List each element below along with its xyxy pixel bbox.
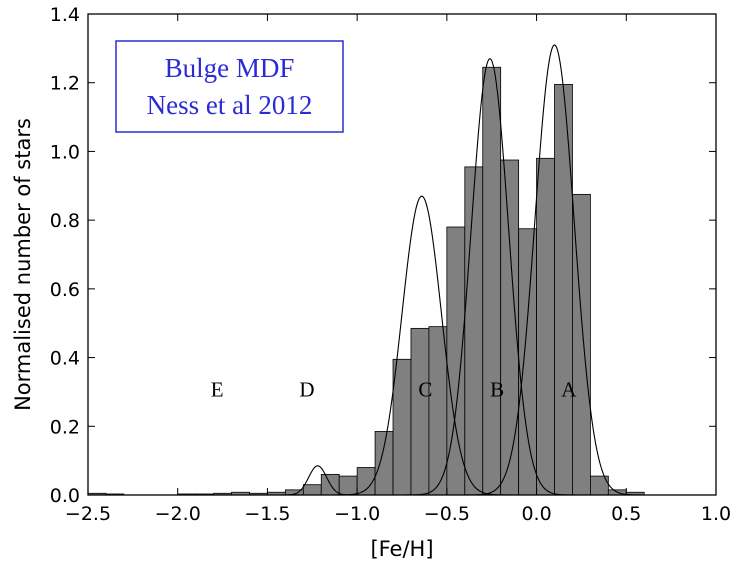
y-tick-label: 1.0 bbox=[50, 141, 80, 163]
y-tick-label: 0.8 bbox=[50, 210, 80, 232]
histogram-bar bbox=[374, 431, 394, 496]
x-tick-label: 0.5 bbox=[611, 503, 641, 525]
histogram-bar bbox=[518, 228, 537, 496]
x-tick-label: −1.0 bbox=[334, 503, 380, 525]
component-label-d: D bbox=[299, 377, 314, 401]
y-tick-label: 0.4 bbox=[50, 348, 80, 370]
histogram-bars bbox=[87, 66, 645, 496]
x-tick-label: 1.0 bbox=[701, 503, 731, 525]
histogram-bar bbox=[338, 475, 358, 496]
y-tick-label: 1.2 bbox=[50, 73, 80, 95]
histogram-bar bbox=[554, 84, 573, 496]
y-tick-label: 0.0 bbox=[50, 485, 80, 507]
component-label-a: A bbox=[561, 377, 577, 401]
x-tick-label: −2.5 bbox=[65, 503, 111, 525]
gaussian-curve-a bbox=[465, 44, 644, 496]
y-axis-ticks: 0.0 0.2 0.4 0.6 0.8 1.0 1.2 1.4 bbox=[50, 4, 716, 507]
histogram-bar bbox=[410, 327, 430, 496]
annotation-line-2: Ness et al 2012 bbox=[147, 90, 313, 120]
component-label-b: B bbox=[490, 377, 504, 401]
gaussian-curve-b bbox=[405, 58, 575, 496]
y-tick-label: 0.2 bbox=[50, 416, 80, 438]
histogram-bar bbox=[428, 326, 448, 496]
histogram-bar bbox=[392, 358, 412, 496]
gaussian-curve-c bbox=[332, 195, 511, 496]
y-tick-label: 1.4 bbox=[50, 4, 80, 26]
x-tick-label: 0.0 bbox=[521, 503, 551, 525]
histogram-bar bbox=[536, 157, 555, 496]
annotation-box: Bulge MDF Ness et al 2012 bbox=[115, 40, 344, 133]
x-tick-label: −2.0 bbox=[155, 503, 201, 525]
annotation-line-1: Bulge MDF bbox=[165, 53, 295, 83]
histogram-bar bbox=[482, 66, 502, 496]
x-axis-ticks: −2.5 −2.0 −1.5 −1.0 −0.5 0.0 0.5 1.0 bbox=[65, 14, 731, 525]
annotation-frame bbox=[115, 40, 344, 133]
x-tick-label: −1.5 bbox=[244, 503, 290, 525]
histogram-bar bbox=[446, 226, 466, 496]
y-axis-label: Normalised number of stars bbox=[11, 118, 35, 411]
histogram-bar bbox=[302, 484, 322, 496]
component-label-e: E bbox=[211, 377, 224, 401]
component-label-c: C bbox=[418, 377, 432, 401]
histogram-bar bbox=[464, 166, 484, 496]
x-axis-label: [Fe/H] bbox=[370, 537, 433, 561]
y-tick-label: 0.6 bbox=[50, 279, 80, 301]
x-tick-label: −0.5 bbox=[424, 503, 470, 525]
plot-frame bbox=[87, 13, 717, 496]
